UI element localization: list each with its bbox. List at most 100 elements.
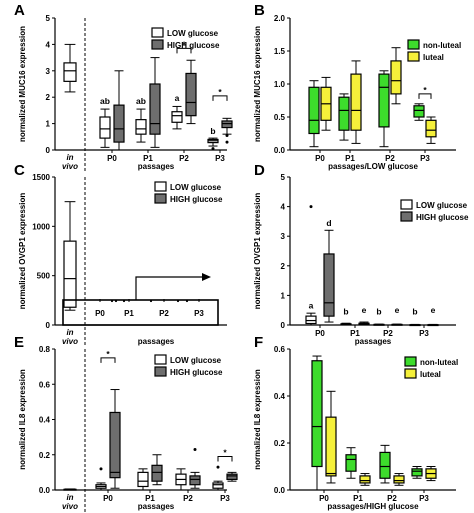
x-tick-label: P2 — [383, 329, 393, 338]
legend-swatch — [154, 181, 167, 192]
legend-label: non-luteal — [423, 41, 461, 50]
box-iqr — [212, 482, 224, 489]
box-s2-p3 — [425, 466, 437, 482]
box-iqr — [149, 83, 161, 135]
in-vivo-label-bottom: vivo — [62, 337, 78, 346]
significance-bracket: * — [176, 39, 192, 54]
box-iqr — [359, 475, 371, 484]
box-s1-p1 — [345, 447, 357, 479]
x-tick-label: P1 — [345, 154, 355, 163]
legend-swatch — [404, 356, 417, 367]
y-axis-label: normalized OVGP1 expression — [253, 193, 262, 310]
x-tick-label: P0 — [107, 154, 117, 163]
x-tick-label: P3 — [215, 154, 225, 163]
box-iqr — [350, 73, 362, 131]
box-iqr — [325, 416, 337, 477]
x-tick-label: P3 — [420, 154, 430, 163]
outlier-point — [216, 465, 220, 469]
box-s2-p0 — [109, 389, 121, 489]
box-iqr — [323, 253, 335, 317]
x-tick-label: P1 — [143, 154, 153, 163]
box-s1-p1 — [338, 93, 350, 141]
legend-swatch — [400, 211, 413, 222]
panel-label: B — [254, 2, 265, 19]
significance-letter: d — [326, 218, 331, 228]
box-iqr — [338, 96, 350, 131]
box-iqr — [378, 73, 390, 128]
significance-letter: b — [376, 307, 381, 317]
y-tick-label: 0.4 — [274, 392, 286, 401]
box-iqr — [411, 468, 423, 477]
y-axis-label: normalized OVGP1 expression — [18, 193, 27, 310]
legend-swatch — [407, 39, 420, 50]
box-s2-p2 — [391, 323, 403, 326]
legend-label: HIGH glucose — [416, 213, 469, 222]
y-tick-label: 5 — [46, 14, 51, 23]
significance-letter: a — [175, 93, 180, 103]
x-tick-label: P0 — [315, 154, 325, 163]
y-tick-label: 1 — [46, 120, 51, 129]
box-s2-p1 — [359, 473, 371, 486]
y-tick-label: 3 — [281, 232, 286, 241]
legend-label: LOW glucose — [170, 356, 222, 365]
near-zero-point — [114, 299, 118, 303]
in-vivo-label-bottom: vivo — [62, 162, 78, 171]
x-tick-label: P0 — [315, 329, 325, 338]
significance-letter: e — [362, 305, 367, 315]
y-tick-label: 0.0 — [274, 486, 286, 495]
box-s1-p0 — [305, 312, 317, 326]
x-axis-label: passages/LOW glucose — [328, 162, 418, 171]
y-tick-label: 4 — [46, 40, 51, 49]
x-tick-label: P0 — [103, 494, 113, 503]
legend-label: LOW glucose — [167, 29, 219, 38]
y-tick-label: 0.6 — [39, 380, 51, 389]
y-tick-label: 0.2 — [39, 451, 51, 460]
legend-label: LOW glucose — [416, 201, 468, 210]
x-tick-label: P3 — [220, 494, 230, 503]
panel-label: A — [14, 2, 25, 19]
x-tick-label: P2 — [159, 309, 169, 318]
box-s2-p0 — [320, 76, 332, 131]
x-axis-label: passages/HIGH glucose — [327, 502, 419, 511]
significance-bracket: * — [100, 349, 116, 363]
y-tick-label: 5 — [281, 173, 286, 182]
x-tick-label: P1 — [353, 494, 363, 503]
box-s2-p0 — [113, 70, 125, 151]
box-s1-p3 — [411, 466, 423, 479]
significance-bracket: * — [418, 85, 432, 99]
y-tick-label: 0.4 — [39, 416, 51, 425]
near-zero-point — [176, 299, 180, 303]
legend-swatch — [404, 368, 417, 379]
y-tick-label: 0 — [281, 321, 286, 330]
box-iqr — [308, 86, 320, 135]
x-tick-label: P3 — [419, 494, 429, 503]
bracket-line — [418, 93, 432, 99]
box-s1-p2 — [373, 323, 385, 326]
box-iqr — [221, 120, 233, 129]
x-axis-label: passages — [138, 337, 175, 346]
box-s2-p1 — [350, 60, 362, 144]
box-iqr — [390, 60, 402, 95]
y-tick-label: 0.8 — [39, 345, 51, 354]
x-tick-label: P2 — [387, 494, 397, 503]
bracket-line — [217, 456, 233, 462]
box-iqr — [137, 471, 149, 488]
box-s1-p0 — [308, 80, 320, 148]
in-vivo-label-top: in — [66, 328, 73, 337]
legend-label: HIGH glucose — [167, 41, 220, 50]
legend-swatch — [400, 199, 413, 210]
significance-star: * — [218, 87, 222, 97]
box-s1-p1 — [340, 322, 352, 326]
box-iqr — [185, 72, 197, 117]
box-iqr — [393, 475, 405, 484]
significance-bracket: * — [217, 448, 233, 462]
y-tick-label: 4 — [281, 203, 286, 212]
panel-label: C — [14, 162, 25, 179]
box-iqr — [413, 105, 425, 118]
in-vivo-box — [63, 488, 77, 491]
significance-letter: e — [395, 305, 400, 315]
box-iqr — [305, 315, 317, 325]
y-tick-label: 1500 — [32, 173, 50, 182]
significance-star: * — [182, 39, 186, 49]
